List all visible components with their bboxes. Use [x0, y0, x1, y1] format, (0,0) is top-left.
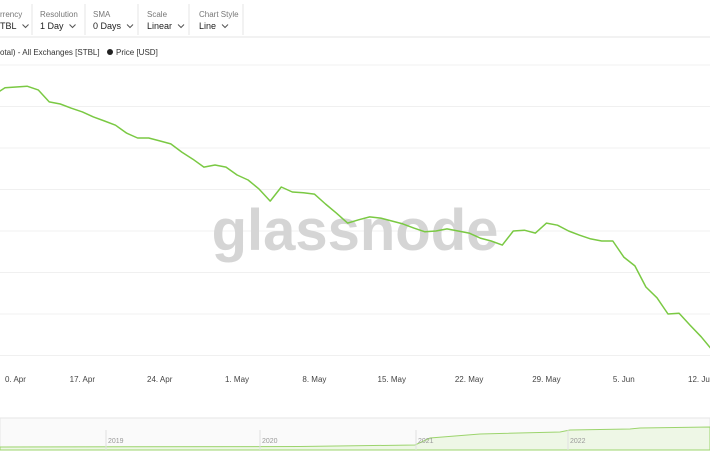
dropdown-label: Chart Style [199, 10, 239, 19]
legend-label[interactable]: Price [USD] [116, 48, 158, 57]
toolbar: rrency TBL Resolution 1 Day SMA 0 Days Scale Li… [0, 4, 244, 35]
x-tick-label: 24. Apr [147, 375, 173, 384]
x-tick-label: 15. May [378, 375, 406, 384]
navigator-label: 2020 [262, 438, 278, 445]
series-line [0, 85, 710, 349]
dropdown-arrow[interactable] [221, 24, 229, 29]
dropdown-value[interactable]: 0 Days [93, 21, 122, 31]
x-tick-label: 29. May [532, 375, 560, 384]
plot [0, 85, 710, 349]
grid [0, 64, 710, 356]
x-tick-label: 0. Apr [5, 375, 26, 384]
dropdown-value[interactable]: Line [199, 21, 216, 31]
x-tick-label: 5. Jun [613, 375, 635, 384]
x-tick-label: 8. May [302, 375, 326, 384]
legend-title: otal) - All Exchanges [STBL] [0, 48, 100, 57]
dropdown-arrow[interactable] [177, 24, 185, 29]
navigator-series [0, 426, 710, 451]
x-tick-label: 17. Apr [70, 375, 96, 384]
dropdown-value[interactable]: Linear [147, 21, 172, 31]
dropdown-arrow[interactable] [126, 24, 134, 29]
x-tick-label: 1. May [225, 375, 249, 384]
navigator-label: 2022 [570, 438, 586, 445]
dropdown-arrow[interactable] [22, 24, 29, 29]
watermark: glassnode [212, 198, 499, 263]
navigator-label: 2019 [108, 438, 124, 445]
legend-marker[interactable] [107, 49, 113, 55]
x-tick-label: 12. Jun [688, 375, 710, 384]
x-tick-label: 22. May [455, 375, 483, 384]
dropdown-label: rrency [0, 10, 22, 19]
dropdown-value[interactable]: TBL [0, 21, 17, 31]
dropdown-value[interactable]: 1 Day [40, 21, 64, 31]
dropdown-label: SMA [93, 10, 111, 19]
dropdown-arrow[interactable] [69, 24, 76, 29]
dropdown-label: Scale [147, 10, 168, 19]
dropdown-label: Resolution [40, 10, 78, 19]
navigator-label: 2021 [418, 438, 434, 445]
